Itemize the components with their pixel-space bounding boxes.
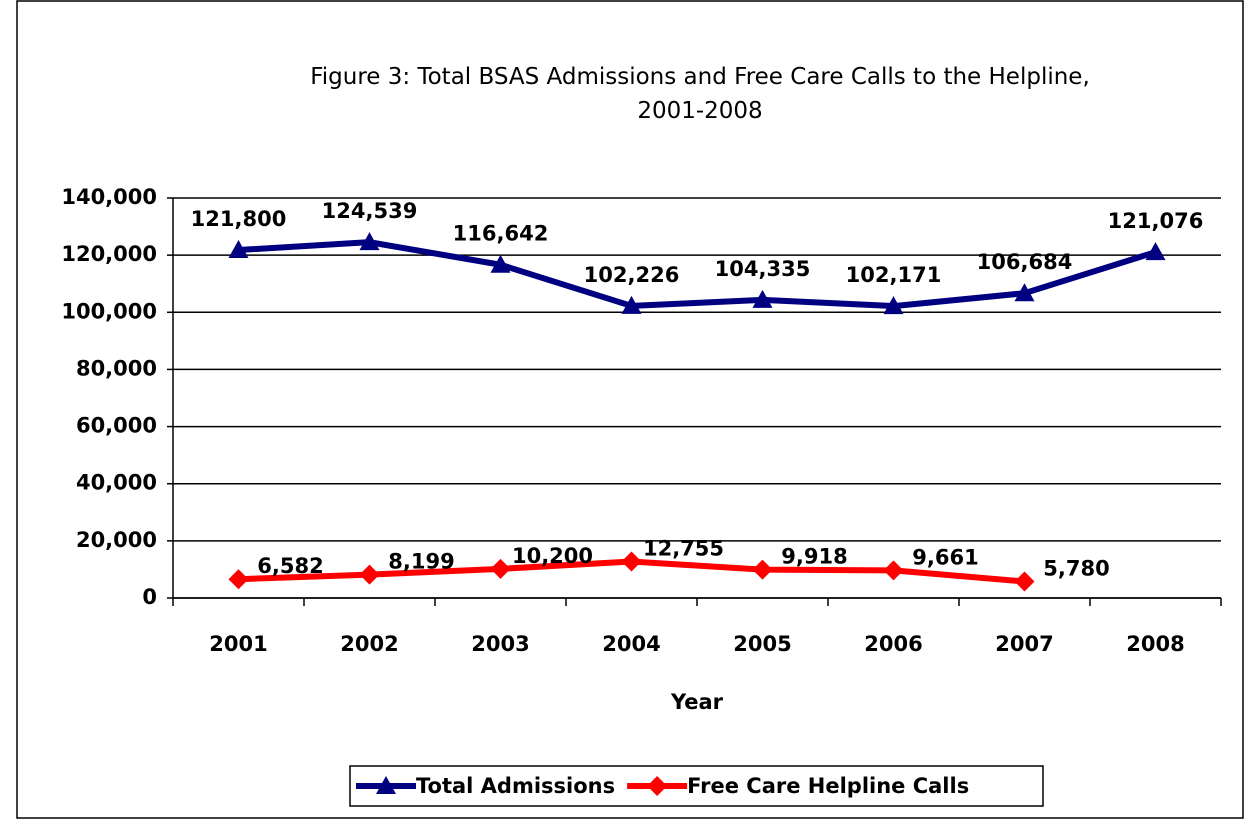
y-tick-label: 0 — [142, 585, 157, 609]
data-label: 9,918 — [781, 545, 847, 569]
legend-marker — [376, 776, 396, 794]
legend-label: Total Admissions — [416, 774, 615, 798]
y-tick-label: 40,000 — [76, 471, 157, 495]
data-point — [359, 564, 380, 585]
data-label: 9,661 — [912, 545, 978, 569]
data-point — [1145, 242, 1166, 261]
x-tick-label: 2004 — [602, 632, 660, 656]
frame — [16, 0, 1244, 819]
data-label: 102,226 — [584, 263, 680, 287]
y-tick-label: 120,000 — [61, 242, 157, 266]
data-point — [490, 254, 511, 273]
data-label: 102,171 — [846, 263, 942, 287]
data-point — [621, 295, 642, 314]
data-point — [621, 551, 642, 572]
data-label: 121,800 — [191, 207, 287, 231]
x-tick-label: 2005 — [733, 632, 791, 656]
legend-label: Free Care Helpline Calls — [687, 774, 969, 798]
data-point — [228, 569, 249, 590]
data-label: 5,780 — [1043, 556, 1109, 580]
data-label: 8,199 — [388, 550, 454, 574]
x-tick-label: 2007 — [995, 632, 1053, 656]
data-label: 104,335 — [715, 257, 811, 281]
data-label: 12,755 — [643, 537, 724, 561]
data-point — [883, 560, 904, 581]
x-tick-label: 2006 — [864, 632, 922, 656]
series-line — [238, 239, 1157, 310]
data-label: 106,684 — [977, 250, 1073, 274]
data-label: 124,539 — [322, 199, 418, 223]
data-label: 6,582 — [257, 554, 323, 578]
data-label: 116,642 — [453, 222, 549, 246]
data-point — [752, 559, 773, 580]
legend — [349, 765, 1044, 807]
x-tick-label: 2001 — [209, 632, 267, 656]
data-label: 10,200 — [512, 544, 593, 568]
y-tick-label: 80,000 — [76, 356, 157, 380]
y-tick-label: 60,000 — [76, 414, 157, 438]
data-label: 121,076 — [1108, 209, 1204, 233]
chart-title: Figure 3: Total BSAS Admissions and Free… — [310, 64, 1090, 124]
y-tick-label: 20,000 — [76, 528, 157, 552]
data-point — [359, 232, 380, 251]
x-axis-title: Year — [670, 690, 724, 714]
y-tick-label: 140,000 — [61, 185, 157, 209]
data-point — [883, 296, 904, 315]
x-tick-label: 2008 — [1126, 632, 1184, 656]
data-point — [1014, 283, 1035, 302]
data-point — [228, 240, 249, 258]
legend-marker — [647, 776, 668, 796]
y-tick-label: 100,000 — [61, 299, 157, 323]
data-point — [752, 289, 773, 308]
data-point — [490, 558, 511, 579]
x-tick-label: 2002 — [340, 632, 398, 656]
x-tick-label: 2003 — [471, 632, 529, 656]
data-point — [1014, 571, 1035, 592]
